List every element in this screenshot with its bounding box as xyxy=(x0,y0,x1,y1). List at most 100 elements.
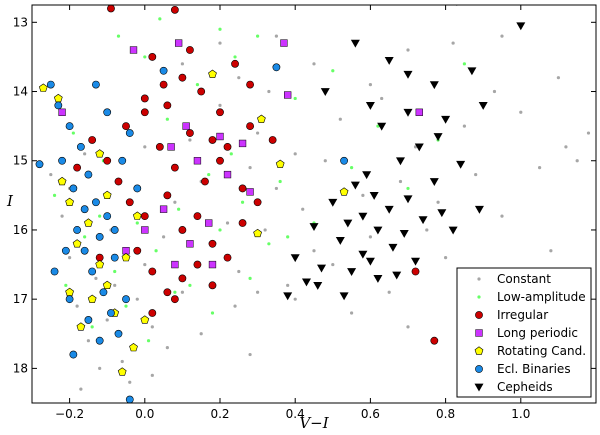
point-cepheids-46 xyxy=(350,181,360,190)
point-cepheids-8 xyxy=(365,101,375,110)
point-ecl-binaries-5 xyxy=(76,142,85,151)
x-tick-label: 1.0 xyxy=(511,407,530,421)
point-ecl-binaries-16 xyxy=(114,329,123,338)
point-rotating-cand--17 xyxy=(76,322,86,331)
point-ecl-binaries-17 xyxy=(122,295,130,304)
point-constant-28 xyxy=(301,207,305,211)
point-irregular-21 xyxy=(163,191,172,200)
point-constant-60 xyxy=(406,48,410,52)
point-constant-45 xyxy=(462,124,466,128)
point-constant-15 xyxy=(180,290,184,294)
point-constant-50 xyxy=(519,110,523,114)
point-cepheids-11 xyxy=(478,101,488,110)
point-irregular-9 xyxy=(246,80,254,89)
point-low-amplitude-10 xyxy=(154,249,158,253)
point-irregular-24 xyxy=(178,226,187,234)
point-ecl-binaries-30 xyxy=(159,66,168,75)
point-long-periodic-9 xyxy=(223,170,232,179)
plot-frame xyxy=(31,4,597,404)
point-ecl-binaries-23 xyxy=(118,156,127,165)
legend-marker-long-periodic xyxy=(475,329,483,337)
point-rotating-cand--4 xyxy=(275,159,285,168)
point-low-amplitude-17 xyxy=(229,152,233,156)
x-axis: −0.2 0.0 0.2 0.4 0.6 0.8 1.0 xyxy=(55,5,530,421)
legend-marker-constant xyxy=(477,277,481,281)
point-low-amplitude-30 xyxy=(116,34,121,38)
point-long-periodic-5 xyxy=(216,132,224,141)
point-constant-39 xyxy=(406,325,410,329)
point-constant-64 xyxy=(150,373,154,377)
point-constant-8 xyxy=(120,359,124,364)
point-low-amplitude-15 xyxy=(207,172,211,177)
point-ecl-binaries-28 xyxy=(272,63,281,72)
legend-entry-label: Long periodic xyxy=(497,326,578,340)
point-low-amplitude-18 xyxy=(240,200,245,204)
legend-entry-label: Constant xyxy=(497,272,551,286)
point-rotating-cand--18 xyxy=(129,343,138,352)
point-rotating-cand--16 xyxy=(65,287,74,297)
point-ecl-binaries-7 xyxy=(92,198,100,207)
legend-entry-label: Ecl. Binaries xyxy=(497,362,571,376)
point-cepheids-22 xyxy=(358,212,368,221)
point-long-periodic-16 xyxy=(415,108,423,116)
legend-marker-ecl-binaries xyxy=(475,365,483,373)
point-constant-4 xyxy=(86,339,90,343)
point-low-amplitude-0 xyxy=(52,193,57,197)
point-constant-68 xyxy=(199,332,203,336)
point-constant-55 xyxy=(586,131,591,135)
point-ecl-binaries-25 xyxy=(84,316,93,324)
point-constant-21 xyxy=(237,269,241,274)
point-ecl-binaries-22 xyxy=(133,184,142,193)
point-cepheids-4 xyxy=(403,70,413,79)
point-constant-54 xyxy=(575,159,579,163)
point-irregular-31 xyxy=(163,288,172,297)
point-ecl-binaries-10 xyxy=(88,267,97,276)
point-irregular-22 xyxy=(140,212,149,221)
y-tick-label: 13 xyxy=(13,15,28,29)
point-low-amplitude-39 xyxy=(286,235,290,239)
y-tick-label: 17 xyxy=(13,292,28,306)
point-long-periodic-4 xyxy=(182,122,190,130)
point-constant-46 xyxy=(474,172,478,177)
point-cepheids-43 xyxy=(448,226,458,235)
point-constant-48 xyxy=(492,89,497,94)
data-points xyxy=(35,5,591,403)
point-cepheids-39 xyxy=(283,292,293,301)
point-long-periodic-3 xyxy=(284,91,292,99)
point-constant-6 xyxy=(105,318,109,322)
point-constant-16 xyxy=(188,138,192,142)
point-constant-0 xyxy=(49,172,53,177)
point-constant-24 xyxy=(263,228,267,232)
point-constant-66 xyxy=(94,276,98,281)
point-low-amplitude-36 xyxy=(173,290,177,294)
point-cepheids-17 xyxy=(395,157,405,166)
legend-entry-label: Cepheids xyxy=(497,380,553,394)
point-ecl-binaries-29 xyxy=(340,156,348,165)
point-low-amplitude-24 xyxy=(331,69,335,73)
y-tick-label: 14 xyxy=(13,85,28,99)
point-cepheids-15 xyxy=(456,160,466,169)
point-constant-3 xyxy=(75,304,79,308)
legend-marker-low-amplitude xyxy=(477,295,481,299)
point-ecl-binaries-26 xyxy=(103,108,112,117)
point-long-periodic-12 xyxy=(205,219,213,227)
point-rotating-cand--19 xyxy=(140,315,150,324)
point-cepheids-21 xyxy=(384,205,394,214)
point-irregular-38 xyxy=(114,177,123,186)
point-irregular-25 xyxy=(193,212,202,221)
point-constant-58 xyxy=(312,62,316,66)
point-constant-19 xyxy=(218,103,222,107)
point-constant-78 xyxy=(237,76,241,80)
point-constant-31 xyxy=(331,262,335,267)
point-low-amplitude-34 xyxy=(98,214,102,218)
point-irregular-36 xyxy=(148,309,157,317)
point-low-amplitude-31 xyxy=(158,17,162,21)
point-low-amplitude-8 xyxy=(135,221,139,225)
point-constant-52 xyxy=(549,249,553,253)
point-ecl-binaries-6 xyxy=(84,170,93,179)
point-constant-44 xyxy=(451,41,455,45)
point-low-amplitude-3 xyxy=(83,235,87,239)
point-cepheids-33 xyxy=(347,268,357,276)
point-irregular-29 xyxy=(133,246,142,255)
y-tick-label: 16 xyxy=(13,223,28,237)
